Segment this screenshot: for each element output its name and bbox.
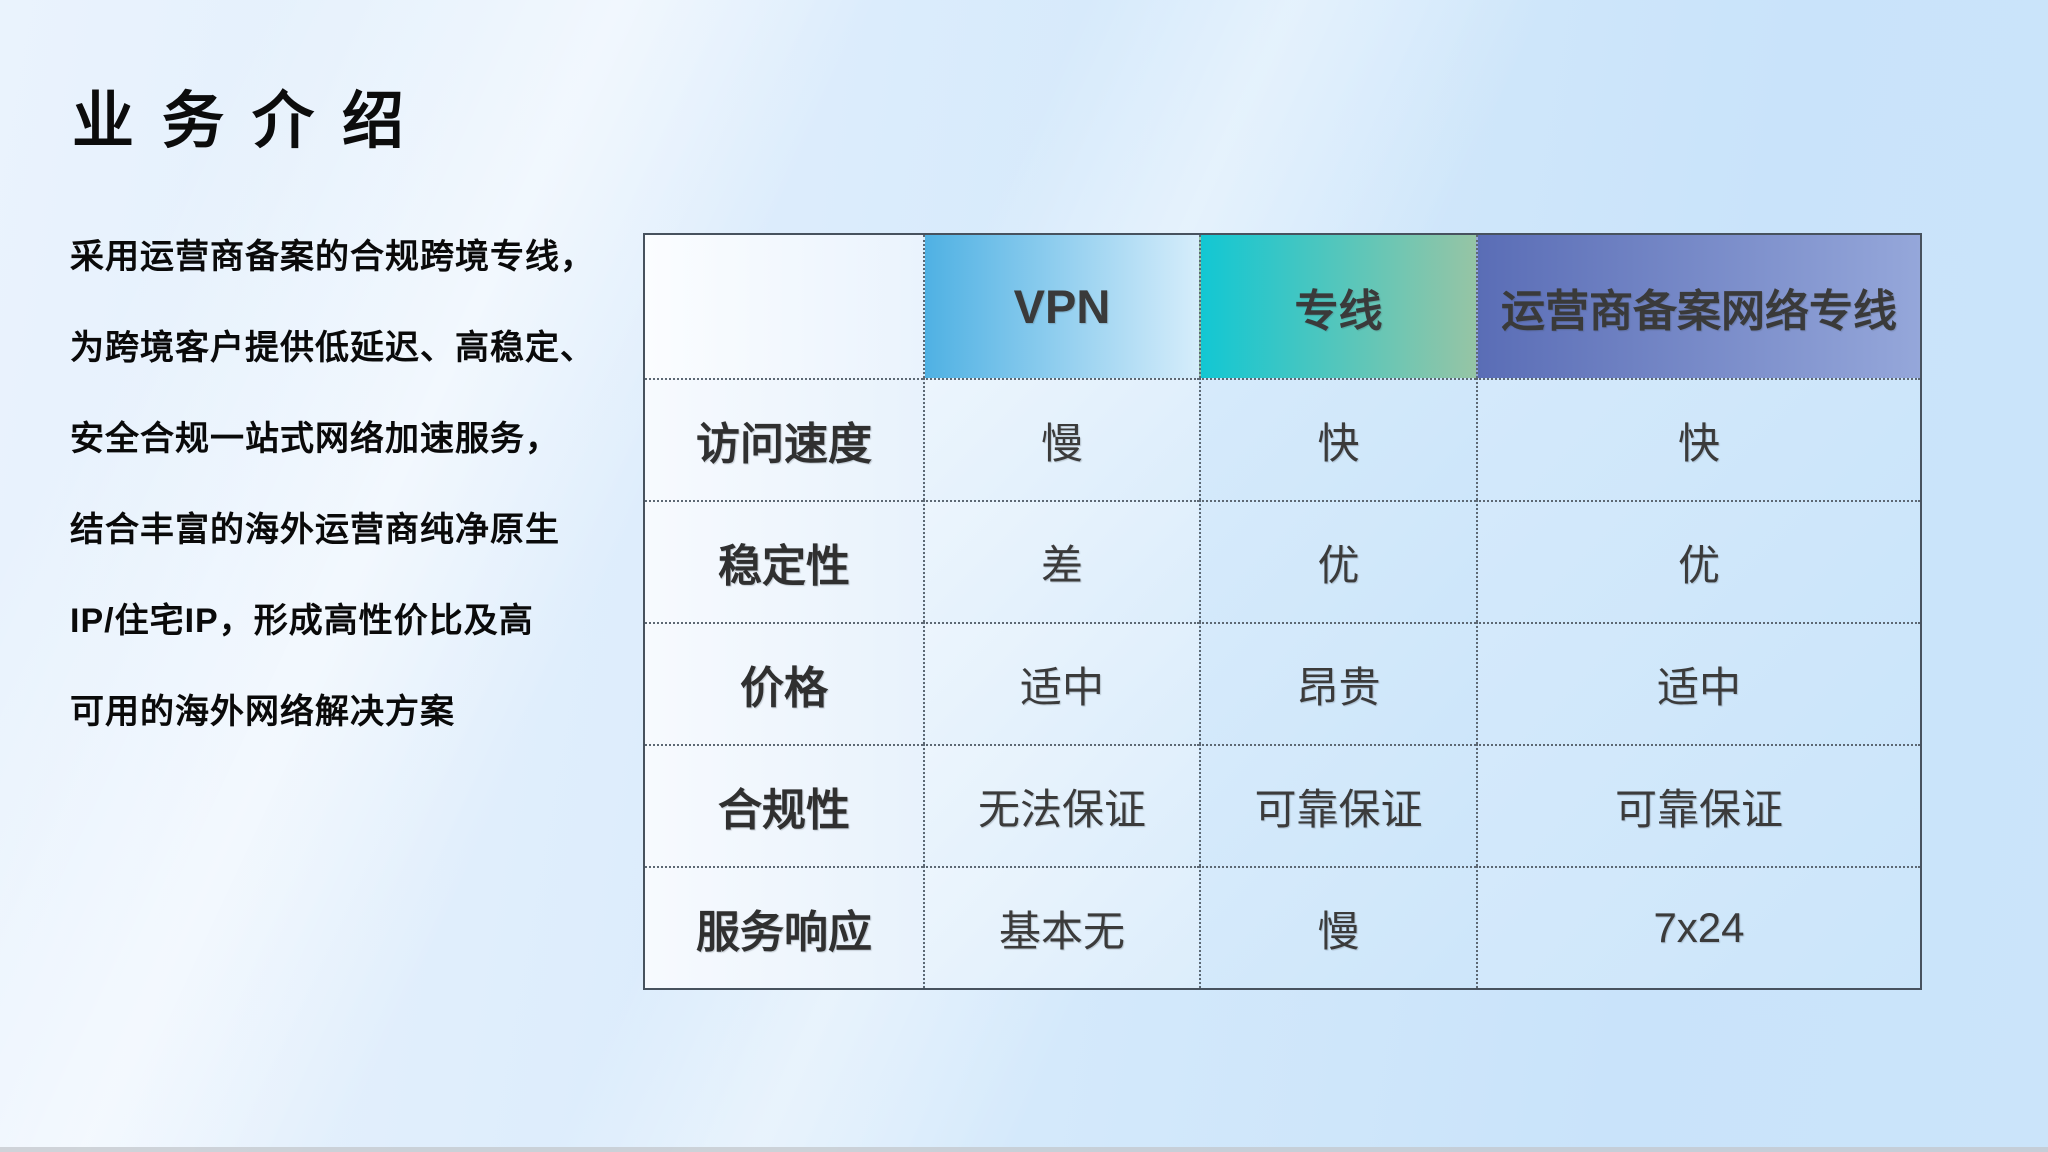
desc-line: IP/住宅IP，形成高性价比及高 bbox=[70, 602, 534, 640]
desc-line: 采用运营商备案的合规跨境专线， bbox=[70, 238, 595, 276]
table-cell: 慢 bbox=[923, 378, 1199, 500]
table-cell: 昂贵 bbox=[1199, 622, 1476, 744]
table-cell: 基本无 bbox=[923, 866, 1199, 988]
table-cell: 差 bbox=[923, 500, 1199, 622]
header-blank-cell bbox=[645, 235, 923, 378]
desc-line: 可用的海外网络解决方案 bbox=[70, 693, 455, 731]
column-header-vpn: VPN bbox=[923, 235, 1199, 378]
row-label-access-speed: 访问速度 bbox=[645, 378, 923, 500]
table-cell: 无法保证 bbox=[923, 744, 1199, 866]
row-label-price: 价格 bbox=[645, 622, 923, 744]
table-cell: 适中 bbox=[1476, 622, 1920, 744]
row-label-service-response: 服务响应 bbox=[645, 866, 923, 988]
row-label-stability: 稳定性 bbox=[645, 500, 923, 622]
table-cell: 优 bbox=[1199, 500, 1476, 622]
table-cell: 慢 bbox=[1199, 866, 1476, 988]
table-cell: 可靠保证 bbox=[1476, 744, 1920, 866]
page-title: 业务介绍 bbox=[72, 87, 433, 156]
table-cell: 优 bbox=[1476, 500, 1920, 622]
table-cell: 快 bbox=[1476, 378, 1920, 500]
desc-line: 安全合规一站式网络加速服务， bbox=[70, 420, 560, 458]
table-cell: 适中 bbox=[923, 622, 1199, 744]
column-header-dedicated-line: 专线 bbox=[1199, 235, 1476, 378]
table-cell: 可靠保证 bbox=[1199, 744, 1476, 866]
table-cell: 快 bbox=[1199, 378, 1476, 500]
comparison-table: VPN 专线 运营商备案网络专线 访问速度 慢 快 快 稳定性 差 优 优 价格… bbox=[643, 233, 1922, 990]
table-cell: 7x24 bbox=[1476, 866, 1920, 988]
desc-line: 为跨境客户提供低延迟、高稳定、 bbox=[70, 329, 595, 367]
business-description: 采用运营商备案的合规跨境专线， 为跨境客户提供低延迟、高稳定、 安全合规一站式网… bbox=[70, 212, 630, 758]
row-label-compliance: 合规性 bbox=[645, 744, 923, 866]
column-header-carrier-registered-line: 运营商备案网络专线 bbox=[1476, 235, 1920, 378]
desc-line: 结合丰富的海外运营商纯净原生 bbox=[70, 511, 560, 549]
bottom-edge-line bbox=[0, 1147, 2048, 1152]
